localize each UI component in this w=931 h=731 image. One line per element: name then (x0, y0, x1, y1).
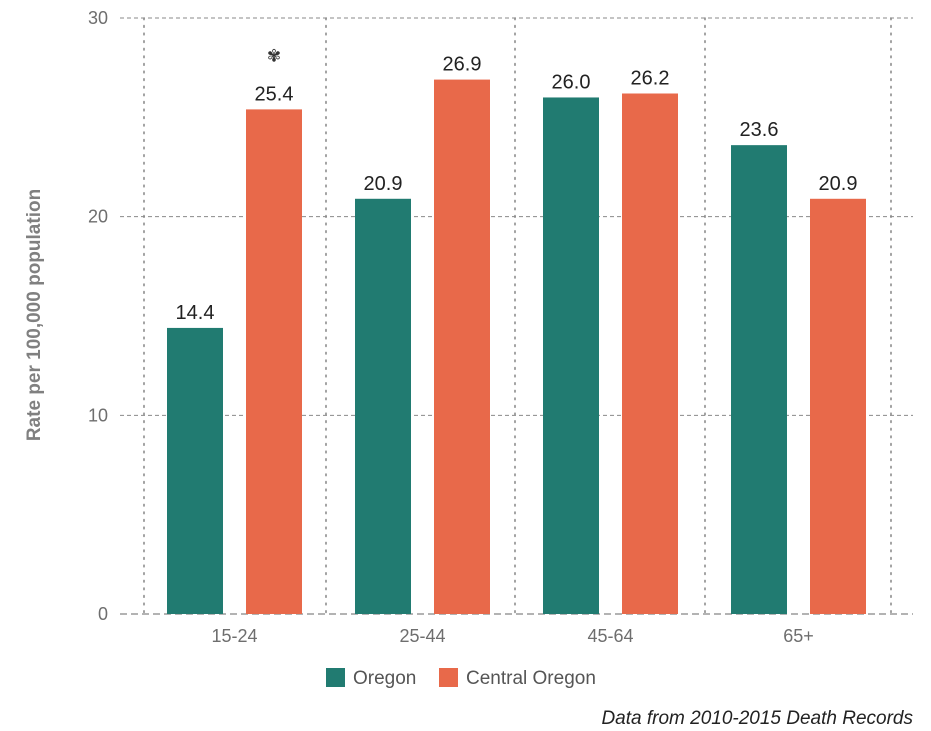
value-label: 26.0 (552, 71, 591, 93)
y-tick-label: 10 (88, 405, 108, 425)
legend: Oregon Central Oregon (326, 668, 596, 689)
value-label: 26.9 (443, 54, 482, 76)
x-tick-label: 15-24 (211, 626, 257, 646)
flag-marker: ✾ (267, 46, 281, 66)
y-tick-label: 20 (88, 207, 108, 227)
bar (622, 93, 678, 614)
value-label: 20.9 (364, 173, 403, 195)
y-tick-label: 30 (88, 8, 108, 28)
legend-swatch (326, 668, 345, 687)
x-tick-label: 45-64 (587, 626, 633, 646)
legend-label: Oregon (353, 668, 416, 689)
bar (167, 327, 223, 614)
y-axis-label: Rate per 100,000 population (24, 189, 45, 441)
legend-swatch (439, 668, 458, 687)
value-label: 14.4 (176, 302, 215, 324)
value-labels: 14.4 25.4 20.9 26.9 26.0 26.2 23.6 20.9 (176, 54, 858, 324)
value-label: 26.2 (631, 67, 670, 89)
value-label: 20.9 (819, 173, 858, 195)
bar (246, 109, 302, 615)
x-tick-label: 65+ (783, 626, 814, 646)
bar (434, 79, 490, 614)
value-label: 25.4 (255, 83, 294, 105)
source-note: Data from 2010-2015 Death Records (601, 708, 913, 729)
bar (731, 145, 787, 614)
bar-series (167, 79, 866, 615)
x-axis-ticks: 15-24 25-44 45-64 65+ (211, 626, 813, 646)
value-label: 23.6 (740, 119, 779, 141)
bar (543, 97, 599, 614)
y-tick-label: 0 (98, 604, 108, 624)
y-axis-ticks: 0 10 20 30 (88, 8, 108, 624)
x-tick-label: 25-44 (399, 626, 445, 646)
grid-lines (120, 17, 913, 615)
bar (810, 198, 866, 614)
legend-label: Central Oregon (466, 668, 596, 689)
bar (355, 198, 411, 614)
